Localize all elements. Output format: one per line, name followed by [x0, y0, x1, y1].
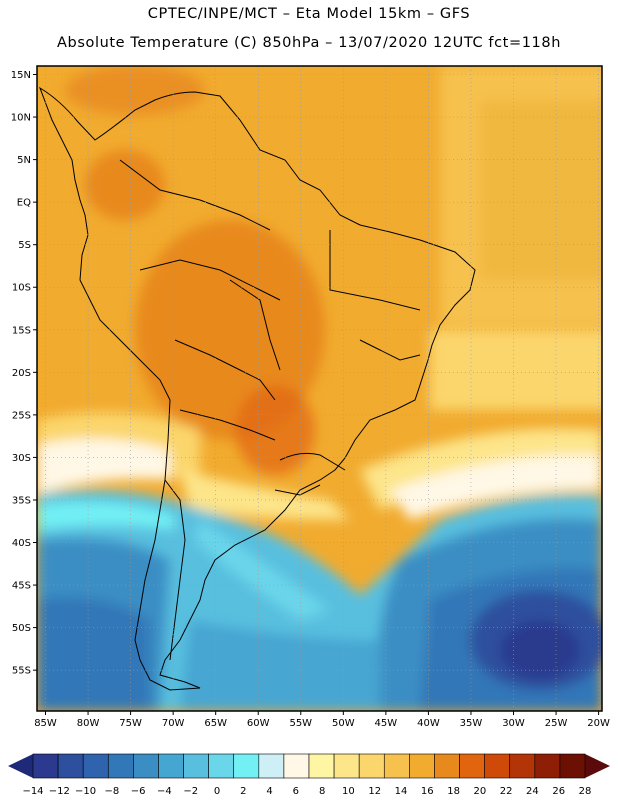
colorbar-swatch [107, 753, 134, 779]
colorbar-label: 24 [526, 786, 539, 797]
colorbar-label: 4 [266, 786, 272, 797]
lat-label: 35S [12, 495, 31, 506]
latitude-axis: 15N 10N 5N EQ 5S 10S 15S 20S 25S 30S 35S 40S 45S 50S 5… [11, 70, 37, 677]
colorbar-label: 0 [214, 786, 220, 797]
colorbar-label: 14 [395, 786, 408, 797]
lon-label: 65W [204, 718, 227, 729]
colorbar-swatch [333, 753, 360, 779]
colorbar-swatch [308, 753, 335, 779]
colorbar-swatch [409, 753, 435, 779]
colorbar-label: 18 [447, 786, 460, 797]
colorbar-label: 2 [240, 786, 246, 797]
lon-label: 20W [587, 718, 610, 729]
colorbar-swatch [233, 753, 260, 779]
colorbar-swatch [158, 753, 184, 779]
colorbar-swatch [434, 753, 460, 779]
colorbar: −14 −12 −10 −8 −6 −4 −2 0 2 4 6 8 10 12 14 16 18 20 22 24 26… [8, 753, 610, 797]
title-line-2: Absolute Temperature (C) 850hPa – 13/07/… [57, 35, 561, 51]
lon-label: 40W [417, 718, 440, 729]
lon-label: 30W [502, 718, 525, 729]
lat-label: 15N [11, 70, 31, 81]
colorbar-swatch [559, 753, 586, 779]
colorbar-swatch [258, 753, 285, 779]
colorbar-label: −12 [49, 786, 70, 797]
colorbar-swatch [358, 753, 385, 779]
lon-label: 80W [77, 718, 100, 729]
lon-label: 75W [119, 718, 142, 729]
colorbar-swatch [283, 753, 310, 779]
colorbar-label: 28 [579, 786, 592, 797]
map-frame [36, 65, 603, 712]
colorbar-label: 20 [473, 786, 486, 797]
colorbar-swatch [459, 753, 485, 779]
lat-label: 5N [17, 155, 31, 166]
colorbar-swatch [484, 753, 511, 779]
lon-label: 50W [332, 718, 355, 729]
lat-label: 55S [12, 666, 31, 677]
colorbar-label: −10 [75, 786, 96, 797]
colorbar-label: 26 [552, 786, 565, 797]
coastlines [39, 86, 476, 691]
lon-label: 60W [247, 718, 270, 729]
lat-label: 5S [18, 240, 31, 251]
lat-label: 25S [12, 410, 31, 421]
lat-label: 10S [12, 283, 31, 294]
colorbar-label: 8 [319, 786, 325, 797]
colorbar-label: 10 [342, 786, 355, 797]
colorbar-swatch [509, 753, 536, 779]
colorbar-label: 12 [368, 786, 381, 797]
colorbar-swatch [183, 753, 209, 779]
colorbar-over-arrow [585, 754, 610, 778]
colorbar-under-arrow [8, 754, 33, 778]
colorbar-label: 6 [293, 786, 299, 797]
lon-label: 70W [162, 718, 185, 729]
colorbar-label: −4 [157, 786, 172, 797]
colorbar-label: −14 [22, 786, 43, 797]
lat-label: 45S [12, 581, 31, 592]
lon-label: 45W [375, 718, 398, 729]
colorbar-swatch [32, 753, 59, 779]
colorbar-swatch [208, 753, 235, 779]
lon-label: 55W [289, 718, 312, 729]
lat-label: 30S [12, 453, 31, 464]
colorbar-label: 16 [421, 786, 434, 797]
title-line-1: CPTEC/INPE/MCT – Eta Model 15km – GFS [147, 6, 471, 22]
colorbar-label: −2 [183, 786, 198, 797]
colorbar-swatch [383, 753, 410, 779]
colorbar-label: −6 [131, 786, 146, 797]
lat-label: EQ [17, 198, 31, 209]
lon-label: 25W [545, 718, 568, 729]
lat-label: 20S [12, 368, 31, 379]
colorbar-swatch [82, 753, 109, 779]
colorbar-label: −8 [104, 786, 119, 797]
colorbar-label: 22 [500, 786, 513, 797]
colorbar-swatch [534, 753, 561, 779]
lat-label: 10N [11, 113, 31, 124]
lat-label: 50S [12, 623, 31, 634]
colorbar-swatch [57, 753, 84, 779]
colorbar-swatch [133, 753, 159, 779]
lat-label: 40S [12, 538, 31, 549]
longitude-axis: 85W 80W 75W 70W 65W 60W 55W 50W 45W 40W 35W 30W 25W 2… [34, 711, 610, 729]
lon-label: 35W [460, 718, 483, 729]
lon-label: 85W [34, 718, 57, 729]
lat-label: 15S [12, 325, 31, 336]
